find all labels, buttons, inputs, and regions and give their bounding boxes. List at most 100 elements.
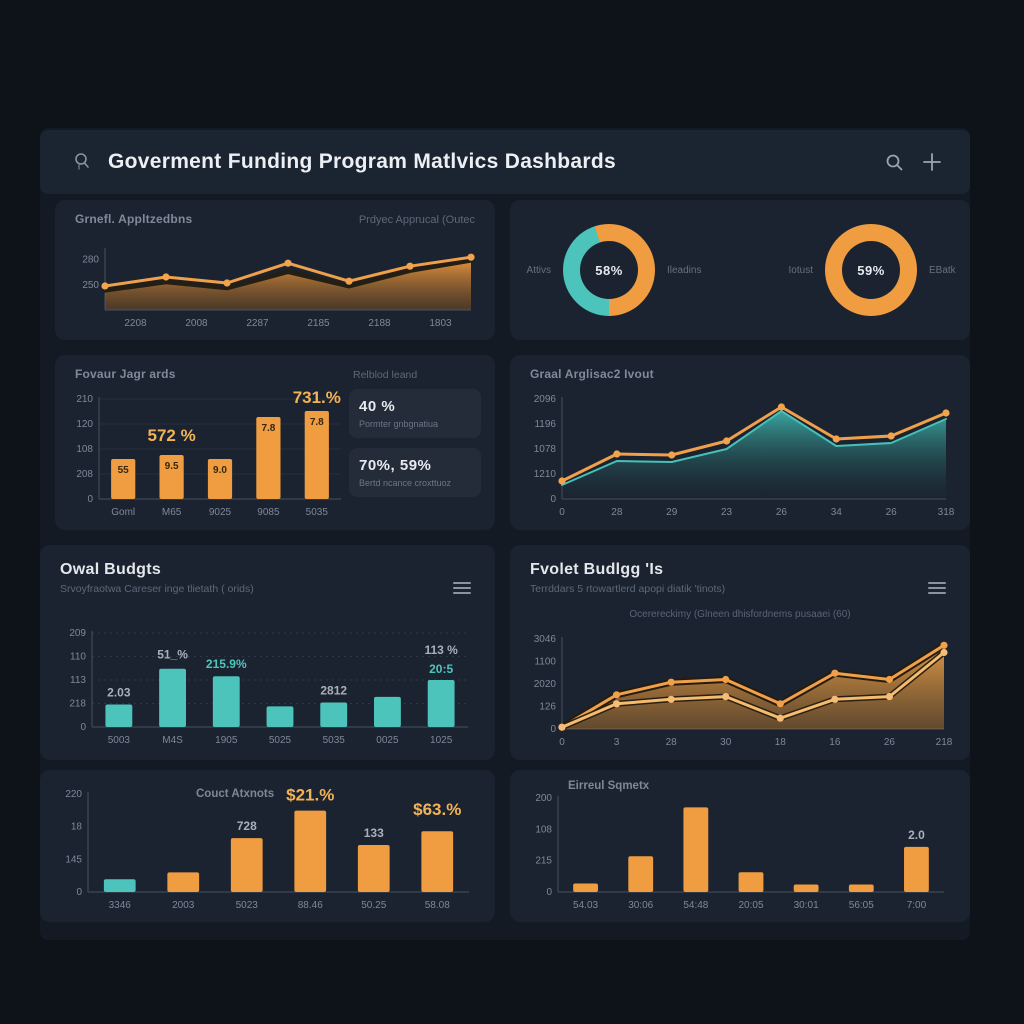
donut-hole: 58% <box>580 241 638 299</box>
svg-text:$63.%: $63.% <box>413 800 461 819</box>
stat-box: 70%, 59% Bertd ncance croxttuoz <box>349 448 481 497</box>
svg-text:26: 26 <box>776 507 788 518</box>
card-grant-applicants-area: Graal Arglisac2 Ivout 2096 1196 1078 1210 0 0… <box>510 355 970 530</box>
svg-text:0: 0 <box>550 494 556 505</box>
card-title: Graal Arglisac2 Ivout <box>530 367 654 381</box>
svg-text:2.03: 2.03 <box>107 685 131 699</box>
search-icon[interactable] <box>885 153 904 172</box>
donut-value: 58% <box>595 262 623 278</box>
chart-svg: 220 18 145 0 3346 2003 5023 88.46 50.25 58.08 728 $… <box>65 788 469 911</box>
svg-text:2188: 2188 <box>368 318 391 329</box>
donut-right-label: EBatk <box>929 264 956 276</box>
svg-text:7:00: 7:00 <box>907 900 927 911</box>
svg-text:30: 30 <box>720 737 732 748</box>
header-actions <box>885 152 942 172</box>
related-stats-panel: Relblod leand 40 % Pormter gnbgnatiua 70… <box>349 369 481 507</box>
svg-text:9.5: 9.5 <box>165 461 179 472</box>
page-title: Goverment Funding Program Matlvics Dashb… <box>108 150 616 173</box>
svg-text:215.9%: 215.9% <box>206 657 247 671</box>
svg-text:26: 26 <box>886 507 898 518</box>
court-amounts-bar-chart: 220 18 145 0 3346 2003 5023 88.46 50.25 58.08 728 $… <box>52 788 483 916</box>
svg-text:0: 0 <box>559 507 565 518</box>
svg-text:215: 215 <box>535 856 552 867</box>
svg-text:34: 34 <box>831 507 843 518</box>
svg-text:0: 0 <box>76 887 82 898</box>
donut-right-label: Ileadins <box>667 264 702 276</box>
svg-text:2208: 2208 <box>124 318 147 329</box>
svg-text:1803: 1803 <box>429 318 452 329</box>
svg-text:113 %: 113 % <box>424 643 458 657</box>
svg-text:26: 26 <box>884 737 896 748</box>
card-subtitle-right: Prdyec Apprucal (Outec <box>358 214 475 226</box>
svg-text:120: 120 <box>76 419 93 430</box>
svg-text:1210: 1210 <box>534 469 557 480</box>
card-title: Owal Budgts <box>60 561 162 578</box>
svg-text:2.0: 2.0 <box>908 828 925 842</box>
menu-icon[interactable] <box>928 579 946 597</box>
card-project-budgets: Fvolet Budlgg 'Is Terrddars 5 rtowartler… <box>510 545 970 760</box>
svg-text:3346: 3346 <box>109 900 132 911</box>
svg-text:3046: 3046 <box>534 634 557 645</box>
svg-text:M65: M65 <box>162 507 182 518</box>
svg-text:20:05: 20:05 <box>738 900 763 911</box>
svg-text:23: 23 <box>721 507 733 518</box>
svg-text:50.25: 50.25 <box>361 900 386 911</box>
project-budgets-area-chart: 3046 1100 2020 126 0 0 3 28 30 18 16 26 218 <box>522 629 958 753</box>
svg-text:7.8: 7.8 <box>310 417 324 428</box>
stats-panel-title: Relblod leand <box>353 369 418 381</box>
card-oval-budgets: Owal Budgts Srvoyfraotwa Careser inge tl… <box>40 545 495 760</box>
svg-text:55: 55 <box>118 465 130 476</box>
active-donut-chart: 58% <box>563 224 655 316</box>
plus-icon[interactable] <box>922 152 942 172</box>
svg-text:1025: 1025 <box>430 735 453 746</box>
card-funding-bars: Fovaur Jagr ards 210 120 108 208 0 55 9.5 9.0 7.… <box>55 355 495 530</box>
svg-text:20:5: 20:5 <box>429 662 453 676</box>
card-title: Fvolet Budlgg 'Is <box>530 561 664 578</box>
card-title: Grnefl. Appltzedbns <box>75 212 193 226</box>
menu-icon[interactable] <box>453 579 471 597</box>
svg-text:1905: 1905 <box>215 735 238 746</box>
svg-text:0: 0 <box>546 887 552 898</box>
svg-text:9.0: 9.0 <box>213 465 227 476</box>
svg-text:220: 220 <box>65 789 82 800</box>
svg-text:3: 3 <box>614 737 620 748</box>
svg-text:5023: 5023 <box>236 900 259 911</box>
oval-budgets-bar-chart: 209 110 113 218 0 5003 M4S 1905 5025 5035 0025 1025… <box>54 619 482 751</box>
svg-text:9025: 9025 <box>209 507 232 518</box>
svg-text:54:48: 54:48 <box>683 900 708 911</box>
grant-segments-bar-chart: 200 108 215 0 54.03 30:06 54:48 20:05 30:01 56:05… <box>522 792 958 916</box>
svg-text:0: 0 <box>80 722 86 733</box>
svg-text:126: 126 <box>539 702 556 713</box>
svg-text:218: 218 <box>69 699 86 710</box>
svg-text:2096: 2096 <box>534 394 557 405</box>
stat-value: 40 % <box>359 398 396 415</box>
grant-applications-line-chart: 280 250 2208 2008 2287 2185 2188 1803 <box>65 240 485 334</box>
svg-text:210: 210 <box>76 394 93 405</box>
svg-text:133: 133 <box>364 826 384 840</box>
chart-svg: 2096 1196 1078 1210 00 28 29 23 26 34 26 318 <box>534 394 955 518</box>
card-subtitle: Srvoyfraotwa Careser inge tlietath ( ori… <box>60 583 254 595</box>
svg-text:$21.%: $21.% <box>286 788 334 805</box>
svg-text:30:01: 30:01 <box>794 900 819 911</box>
card-status-donuts: Attivs 58% Ileadins Iotust 59% EBatk <box>510 200 970 340</box>
svg-text:2020: 2020 <box>534 679 557 690</box>
card-subtitle: Terrddars 5 rtowartlerd apopi diatik 'ti… <box>530 583 726 595</box>
stat-label: Bertd ncance croxttuoz <box>359 478 452 488</box>
svg-text:1100: 1100 <box>534 657 556 668</box>
svg-text:28: 28 <box>666 737 678 748</box>
stat-value: 70%, 59% <box>359 457 432 474</box>
svg-text:208: 208 <box>76 469 93 480</box>
header: Goverment Funding Program Matlvics Dashb… <box>40 130 970 194</box>
svg-text:218: 218 <box>936 737 953 748</box>
svg-text:18: 18 <box>71 822 83 833</box>
svg-text:731.%: 731.% <box>293 388 341 407</box>
active-donut-group: Attivs 58% Ileadins <box>495 224 723 316</box>
donut-left-label: Iotust <box>788 264 813 276</box>
app-badge-icon <box>72 151 94 173</box>
svg-text:16: 16 <box>829 737 841 748</box>
donut-value: 59% <box>857 262 885 278</box>
svg-text:M4S: M4S <box>162 735 183 746</box>
svg-text:54.03: 54.03 <box>573 900 598 911</box>
svg-text:58.08: 58.08 <box>425 900 450 911</box>
svg-text:108: 108 <box>535 824 552 835</box>
